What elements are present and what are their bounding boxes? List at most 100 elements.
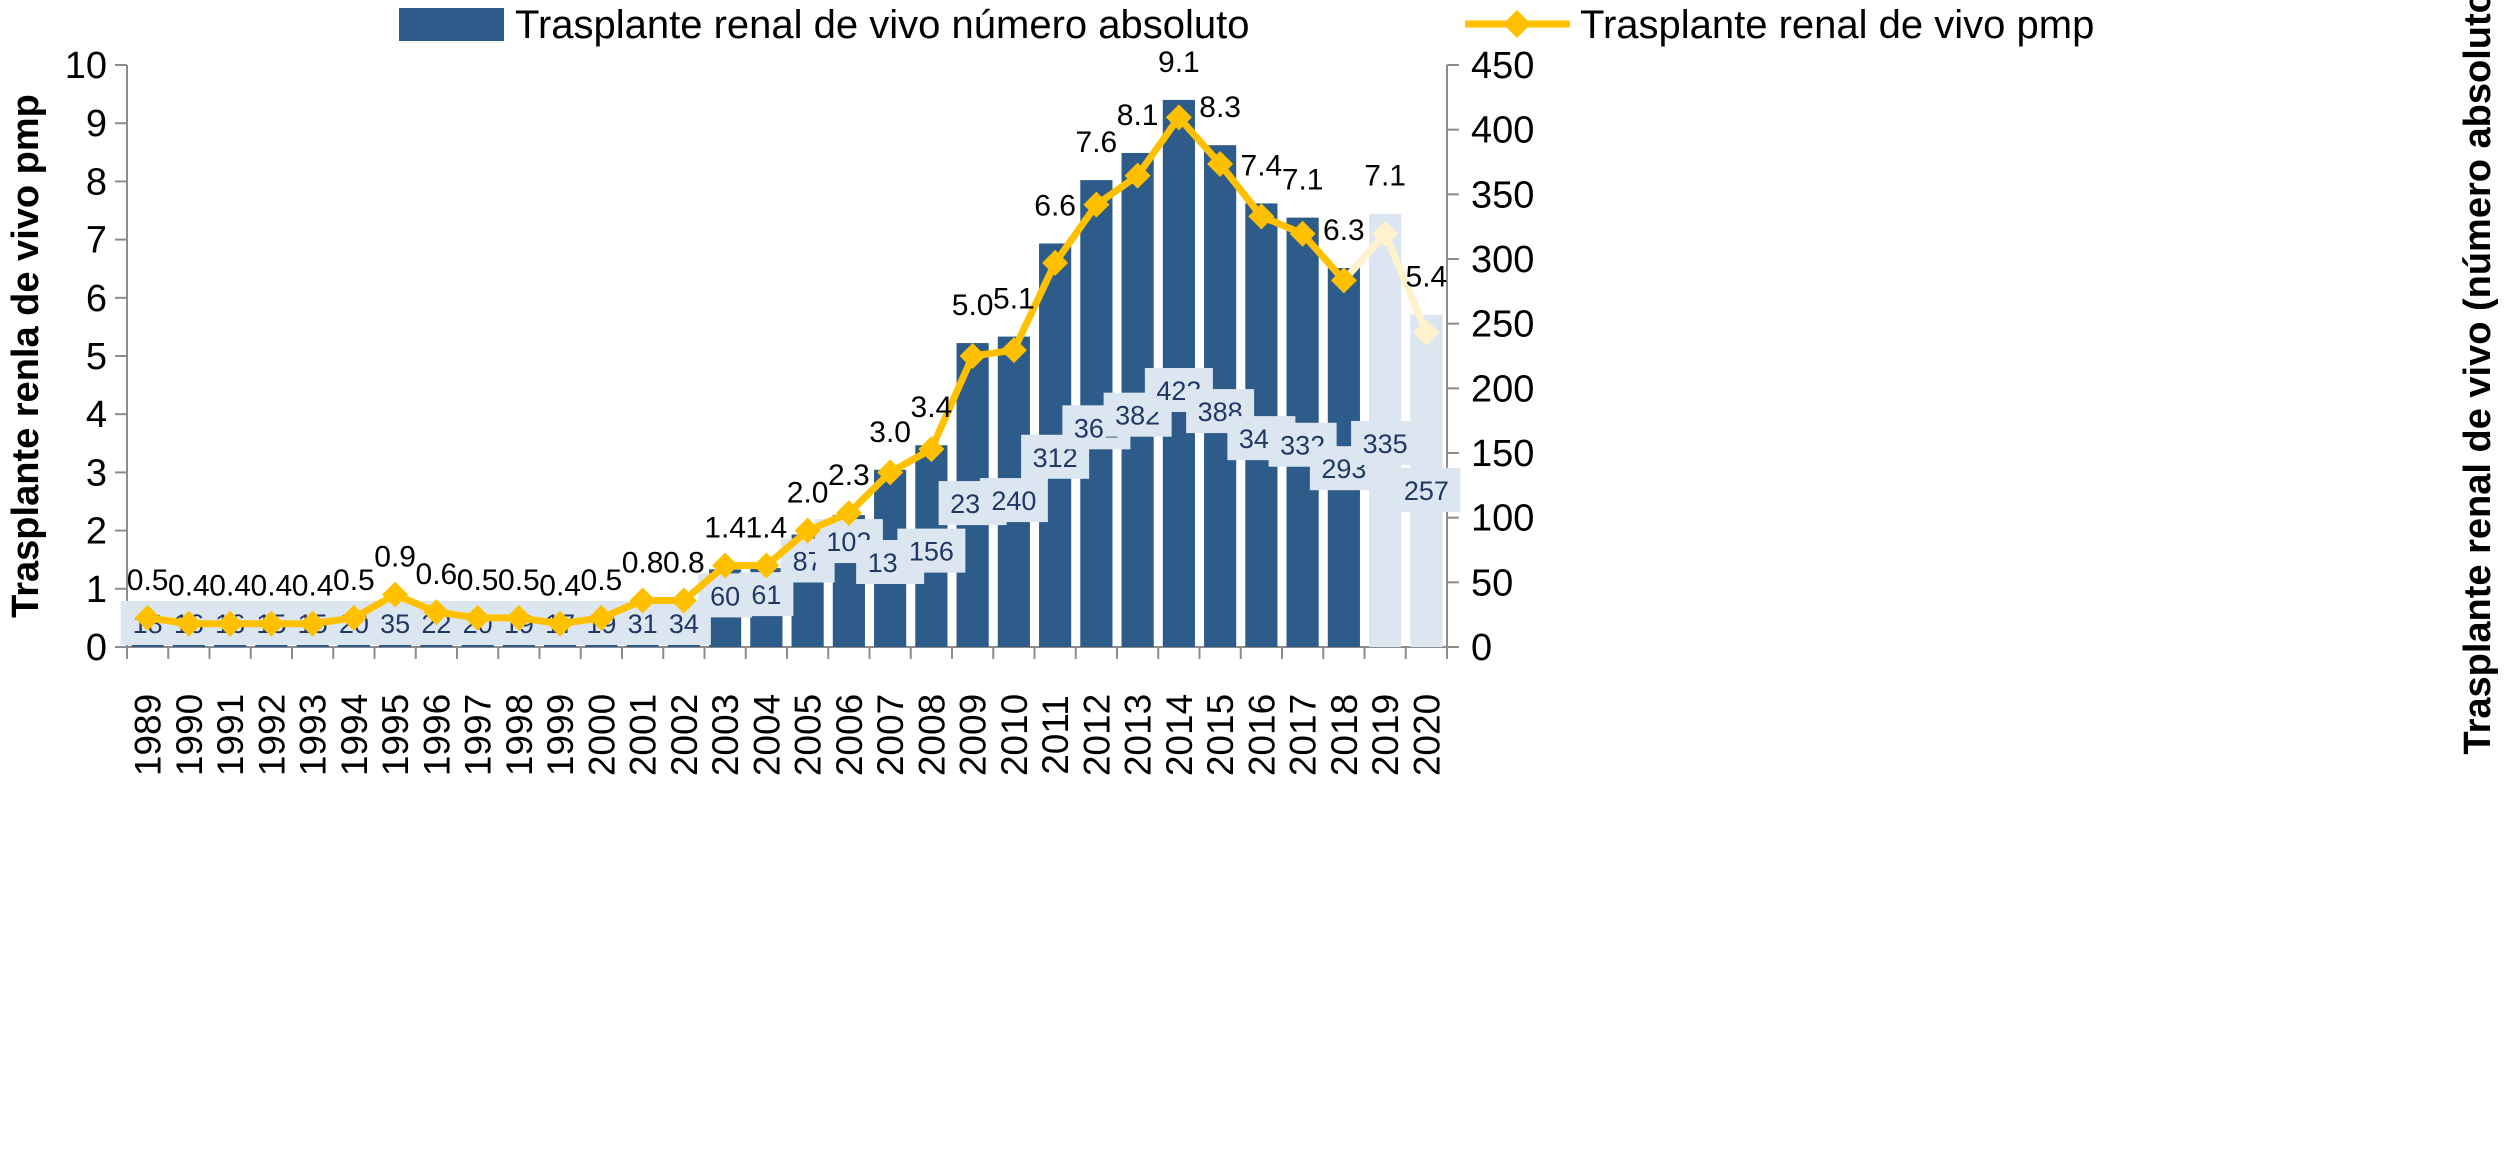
right-y-tick-label: 50 (1471, 562, 1513, 604)
pmp-label-1999: 0.4 (539, 570, 581, 603)
x-tick-label-2019: 2019 (1365, 694, 1406, 776)
right-y-tick-label: 0 (1471, 627, 1492, 669)
left-y-tick-label: 1 (86, 569, 107, 611)
x-tick-label-2009: 2009 (953, 694, 994, 776)
pmp-label-2011: 6.6 (1034, 189, 1076, 222)
x-tick-label-2001: 2001 (623, 694, 664, 776)
pmp-label-1989: 0.5 (127, 564, 169, 597)
legend-label-pmp: Trasplante renal de vivo pmp (1580, 3, 2094, 47)
pmp-marker-2007 (877, 459, 904, 486)
x-tick-label-2002: 2002 (664, 694, 705, 776)
pmp-marker-2016 (1248, 203, 1275, 230)
x-tick-label-2014: 2014 (1159, 694, 1200, 776)
pmp-marker-1993 (299, 610, 326, 637)
left-y-tick-label: 2 (86, 511, 107, 553)
pmp-label-2005: 2.0 (787, 477, 829, 510)
left-y-tick-label: 4 (86, 394, 107, 436)
pmp-marker-1990 (175, 610, 202, 637)
pmp-marker-2015 (1207, 150, 1234, 177)
abs-label-2020: 257 (1404, 476, 1449, 506)
pmp-label-2013: 8.1 (1117, 99, 1159, 132)
pmp-label-2006: 2.3 (828, 459, 870, 492)
pmp-marker-1991 (217, 610, 244, 637)
left-y-tick-label: 3 (86, 452, 107, 494)
pmp-marker-2017 (1289, 220, 1316, 247)
line-group (134, 104, 1440, 637)
pmp-label-1993: 0.4 (292, 570, 334, 603)
abs-label-box-2008 (897, 528, 966, 573)
pmp-marker-1999 (547, 610, 574, 637)
pmp-label-2001: 0.8 (622, 546, 664, 579)
right-y-tick-label: 200 (1471, 368, 1534, 410)
pmp-label-2009: 5.0 (952, 289, 994, 322)
x-tick-label-1994: 1994 (334, 694, 375, 776)
x-tick-label-1993: 1993 (293, 694, 334, 776)
pmp-label-2017: 7.1 (1282, 164, 1324, 197)
x-tick-label-1997: 1997 (458, 694, 499, 776)
pmp-labels-group: 0.5 0.4 0.4 0.4 0.4 0.50.90.6 0.5 0.5 0.4 0.50.8 0… (127, 46, 1447, 603)
right-axis-title: Trasplante renal de vivo (número absolut… (2457, 0, 2499, 755)
abs-label-2008: 156 (909, 537, 954, 567)
pmp-marker-2010 (1000, 337, 1027, 364)
pmp-marker-2005 (794, 517, 821, 544)
pmp-marker-1992 (258, 610, 285, 637)
pmp-label-2007: 3.0 (869, 416, 911, 449)
pmp-label-2010: 5.1 (993, 283, 1035, 316)
pmp-marker-1994 (340, 604, 367, 631)
x-tick-label-2011: 2011 (1035, 695, 1076, 775)
pmp-label-2004: 1.4 (746, 512, 788, 545)
right-y-tick-label: 300 (1471, 239, 1534, 281)
x-tick-label-2004: 2004 (746, 694, 787, 776)
x-tick-label-2015: 2015 (1200, 694, 1241, 776)
pmp-marker-1997 (464, 604, 491, 631)
abs-label-2004: 61 (751, 580, 781, 610)
pmp-marker-2014 (1165, 104, 1192, 131)
x-tick-label-1995: 1995 (375, 694, 416, 776)
pmp-marker-2000 (588, 604, 615, 631)
x-tick-label-2016: 2016 (1241, 694, 1282, 776)
x-tick-label-1990: 1990 (169, 694, 210, 776)
right-y-tick-label: 400 (1471, 110, 1534, 152)
pmp-marker-1998 (505, 604, 532, 631)
pmp-marker-2004 (753, 552, 780, 579)
pmp-marker-2001 (629, 587, 656, 614)
left-y-tick-label: 7 (86, 220, 107, 262)
x-tick-label-2010: 2010 (994, 694, 1035, 776)
pmp-marker-2020 (1413, 319, 1440, 346)
abs-label-2001: 31 (628, 609, 658, 639)
abs-label-2019: 335 (1363, 429, 1408, 459)
pmp-label-1992: 0.4 (251, 570, 293, 603)
pmp-label-1995: 0.9 (374, 541, 416, 574)
pmp-marker-1995 (382, 581, 409, 608)
right-y-tick-label: 250 (1471, 304, 1534, 346)
abs-label-2010: 240 (991, 486, 1036, 516)
pmp-label-2018: 6.3 (1323, 214, 1365, 247)
pmp-label-2000: 0.5 (581, 564, 623, 597)
pmp-label-1996: 0.6 (416, 558, 458, 591)
abs-label-box-2019 (1351, 420, 1420, 465)
x-tick-label-2000: 2000 (581, 694, 622, 776)
pmp-marker-2006 (835, 500, 862, 527)
left-y-tick-label: 8 (86, 161, 107, 203)
pmp-marker-2009 (959, 343, 986, 369)
pmp-label-1994: 0.5 (333, 564, 375, 597)
legend-swatch-absolute (399, 8, 504, 41)
pmp-label-2020: 5.4 (1406, 261, 1448, 294)
pmp-marker-2003 (712, 552, 739, 579)
axes-group: 012345678910050100150200250300350400450T… (5, 0, 2499, 776)
x-tick-label-2008: 2008 (911, 694, 952, 776)
abs-label-1995: 35 (380, 609, 410, 639)
right-y-tick-label: 150 (1471, 433, 1534, 475)
pmp-marker-1996 (423, 599, 450, 626)
right-y-tick-label: 350 (1471, 174, 1534, 216)
pmp-label-2012: 7.6 (1076, 126, 1118, 159)
left-y-tick-label: 9 (86, 103, 107, 145)
pmp-label-2008: 3.4 (911, 391, 953, 424)
pmp-label-2014: 9.1 (1158, 46, 1200, 79)
left-y-tick-label: 6 (86, 278, 107, 320)
abs-label-2002: 34 (669, 609, 699, 639)
pmp-marker-2018 (1330, 267, 1357, 294)
left-y-tick-label: 10 (65, 45, 107, 87)
pmp-marker-2019 (1372, 220, 1399, 247)
